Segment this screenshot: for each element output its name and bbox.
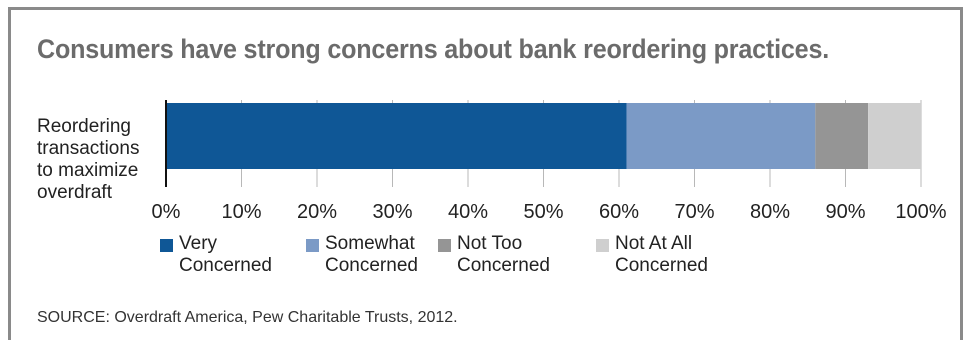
source-note: SOURCE: Overdraft America, Pew Charitabl… [37, 309, 458, 326]
category-label: Reordering transactions to maximize over… [37, 116, 140, 203]
x-tick-label: 20% [297, 201, 337, 223]
bar-segment [166, 103, 627, 169]
x-tick-label: 90% [825, 201, 865, 223]
x-tick-label: 10% [221, 201, 261, 223]
x-tick-label: 80% [750, 201, 790, 223]
x-tick-label: 0% [152, 201, 181, 223]
x-tick-label: 60% [599, 201, 639, 223]
legend-swatch [306, 239, 319, 252]
legend-swatch [438, 239, 451, 252]
legend: Very Concerned Somewhat Concerned Not To… [160, 233, 800, 284]
legend-swatch [160, 239, 173, 252]
chart-frame [8, 7, 963, 340]
legend-label: Not At All Concerned [615, 233, 708, 276]
legend-label: Very Concerned [179, 233, 272, 276]
legend-label: Not Too Concerned [457, 233, 550, 276]
legend-swatch [596, 239, 609, 252]
bar-segment [626, 103, 816, 169]
legend-label: Somewhat Concerned [325, 233, 418, 276]
chart-title: Consumers have strong concerns about ban… [37, 34, 830, 64]
bar-segment [868, 103, 921, 169]
x-tick-label: 50% [523, 201, 563, 223]
x-tick-label: 30% [372, 201, 412, 223]
bar-segment [815, 103, 869, 169]
x-tick-label: 40% [448, 201, 488, 223]
x-tick-label: 70% [674, 201, 714, 223]
x-tick-label: 100% [895, 201, 946, 223]
